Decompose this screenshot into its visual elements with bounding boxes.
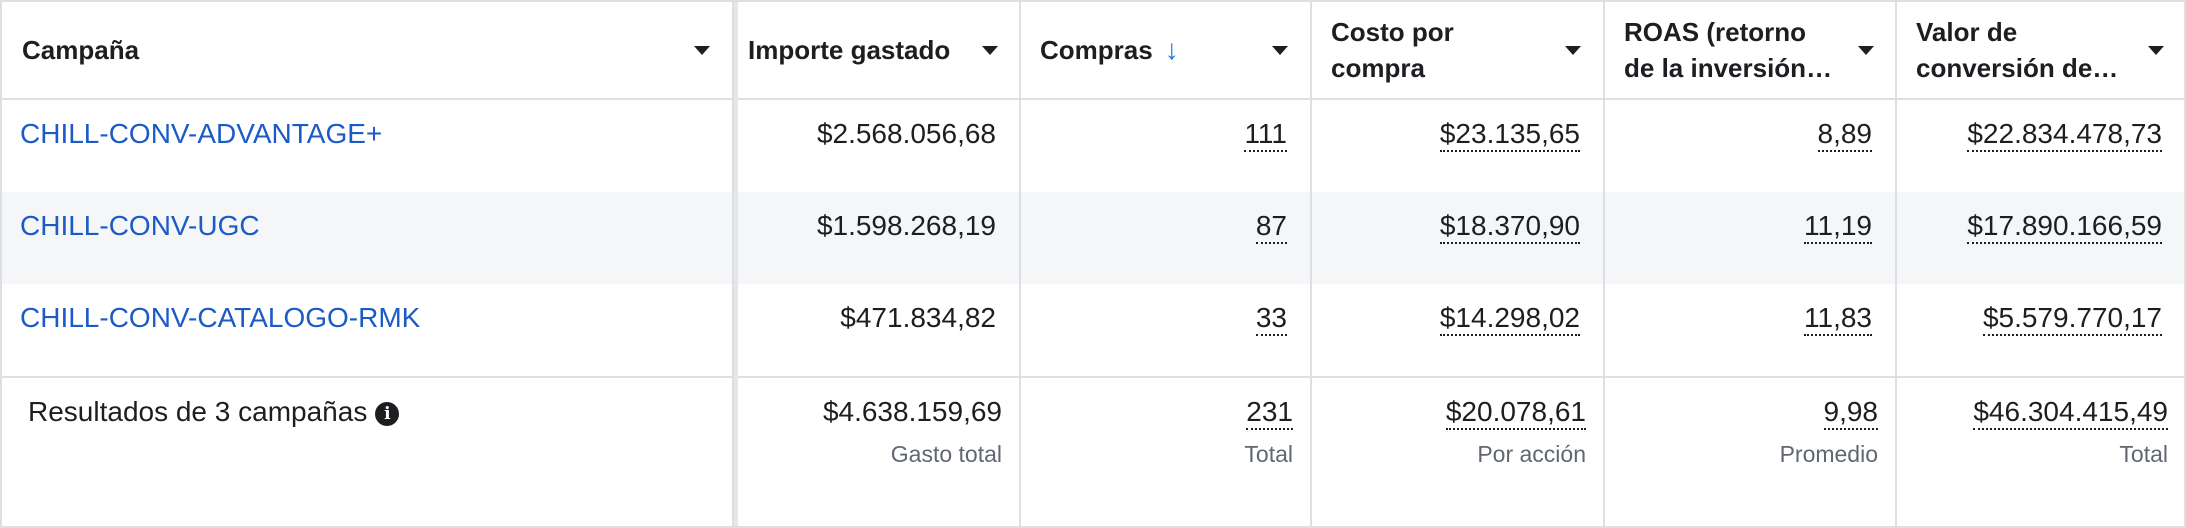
summary-purchases-value[interactable]: 231 bbox=[1246, 396, 1293, 430]
table-row: CHILL-CONV-ADVANTAGE+ $2.568.056,68 111 … bbox=[2, 100, 2184, 192]
chevron-down-icon[interactable] bbox=[1565, 46, 1581, 55]
summary-cost-per-purchase-value[interactable]: $20.078,61 bbox=[1445, 396, 1586, 430]
roas-value[interactable]: 8,89 bbox=[1817, 118, 1872, 152]
column-header-label: ROAS (retorno bbox=[1624, 17, 1806, 47]
summary-purchases-sub: Total bbox=[1244, 441, 1293, 467]
summary-spent-value: $4.638.159,69 bbox=[822, 396, 1002, 427]
cost-per-purchase-value[interactable]: $18.370,90 bbox=[1439, 210, 1580, 244]
summary-conversion-value-sub: Total bbox=[2119, 441, 2168, 467]
conversion-value[interactable]: $22.834.478,73 bbox=[1967, 118, 2162, 152]
summary-purchases: 231 Total bbox=[1020, 378, 1311, 528]
column-divider[interactable] bbox=[1019, 2, 1021, 526]
summary-conversion-value-value[interactable]: $46.304.415,49 bbox=[1973, 396, 2168, 430]
chevron-down-icon[interactable] bbox=[982, 46, 998, 55]
summary-roas-value[interactable]: 9,98 bbox=[1823, 396, 1878, 430]
roas-value[interactable]: 11,19 bbox=[1804, 210, 1872, 244]
table-header: Campaña Importe gastado Compras ↓ Costo … bbox=[2, 2, 2184, 98]
column-header-label: Compras bbox=[1040, 35, 1153, 65]
info-icon[interactable]: i bbox=[375, 402, 400, 426]
summary-conversion-value: $46.304.415,49 Total bbox=[1896, 378, 2186, 528]
column-header-campaign[interactable]: Campaña bbox=[2, 2, 732, 98]
cost-per-purchase-value[interactable]: $23.135,65 bbox=[1439, 118, 1580, 152]
campaign-name-link[interactable]: CHILL-CONV-CATALOGO-RMK bbox=[20, 302, 421, 333]
column-divider[interactable] bbox=[1310, 2, 1312, 526]
column-header-spent[interactable]: Importe gastado bbox=[738, 2, 1020, 98]
column-header-label: conversión de… bbox=[1916, 53, 2119, 83]
summary-cost-per-purchase-sub: Por acción bbox=[1477, 441, 1586, 467]
column-divider[interactable] bbox=[1895, 2, 1897, 526]
column-header-cost-per-purchase[interactable]: Costo por compra bbox=[1311, 2, 1603, 98]
summary-divider bbox=[2, 376, 2184, 378]
column-header-label: de la inversión… bbox=[1624, 53, 1833, 83]
purchases-value[interactable]: 33 bbox=[1255, 302, 1287, 336]
summary-spent: $4.638.159,69 Gasto total bbox=[738, 378, 1020, 528]
summary-label-cell: Resultados de 3 campañas i bbox=[2, 378, 732, 528]
conversion-value[interactable]: $17.890.166,59 bbox=[1967, 210, 2162, 244]
chevron-down-icon[interactable] bbox=[2148, 46, 2164, 55]
table-row: CHILL-CONV-CATALOGO-RMK $471.834,82 33 $… bbox=[2, 284, 2184, 376]
column-header-roas[interactable]: ROAS (retorno de la inversión… bbox=[1604, 2, 1896, 98]
column-header-label: Importe gastado bbox=[748, 35, 951, 65]
header-divider bbox=[2, 98, 2184, 100]
column-header-conversion-value[interactable]: Valor de conversión de… bbox=[1896, 2, 2186, 98]
cost-per-purchase-value[interactable]: $14.298,02 bbox=[1439, 302, 1580, 336]
campaign-name-link[interactable]: CHILL-CONV-ADVANTAGE+ bbox=[20, 118, 383, 149]
summary-cost-per-purchase: $20.078,61 Por acción bbox=[1311, 378, 1604, 528]
spent-value: $471.834,82 bbox=[840, 302, 996, 333]
column-header-label: Valor de bbox=[1916, 17, 2018, 47]
summary-label: Resultados de 3 campañas bbox=[28, 396, 368, 427]
purchases-value[interactable]: 111 bbox=[1244, 118, 1287, 152]
column-divider[interactable] bbox=[1603, 2, 1605, 526]
column-header-purchases[interactable]: Compras ↓ bbox=[1020, 2, 1310, 98]
column-header-label: Campaña bbox=[22, 35, 140, 65]
campaign-name-link[interactable]: CHILL-CONV-UGC bbox=[20, 210, 260, 241]
column-header-label: compra bbox=[1331, 53, 1425, 83]
chevron-down-icon[interactable] bbox=[1858, 46, 1874, 55]
summary-spent-sub: Gasto total bbox=[890, 441, 1002, 467]
purchases-value[interactable]: 87 bbox=[1255, 210, 1287, 244]
summary-roas: 9,98 Promedio bbox=[1604, 378, 1896, 528]
column-header-label: Costo por bbox=[1331, 17, 1454, 47]
roas-value[interactable]: 11,83 bbox=[1804, 302, 1872, 336]
conversion-value[interactable]: $5.579.770,17 bbox=[1982, 302, 2162, 336]
summary-roas-sub: Promedio bbox=[1779, 441, 1878, 467]
spent-value: $1.598.268,19 bbox=[816, 210, 996, 241]
chevron-down-icon[interactable] bbox=[1272, 46, 1288, 55]
chevron-down-icon[interactable] bbox=[694, 46, 710, 55]
column-divider[interactable] bbox=[732, 2, 738, 526]
table-row: CHILL-CONV-UGC $1.598.268,19 87 $18.370,… bbox=[2, 192, 2184, 284]
spent-value: $2.568.056,68 bbox=[816, 118, 996, 149]
arrow-down-icon[interactable]: ↓ bbox=[1164, 34, 1179, 65]
